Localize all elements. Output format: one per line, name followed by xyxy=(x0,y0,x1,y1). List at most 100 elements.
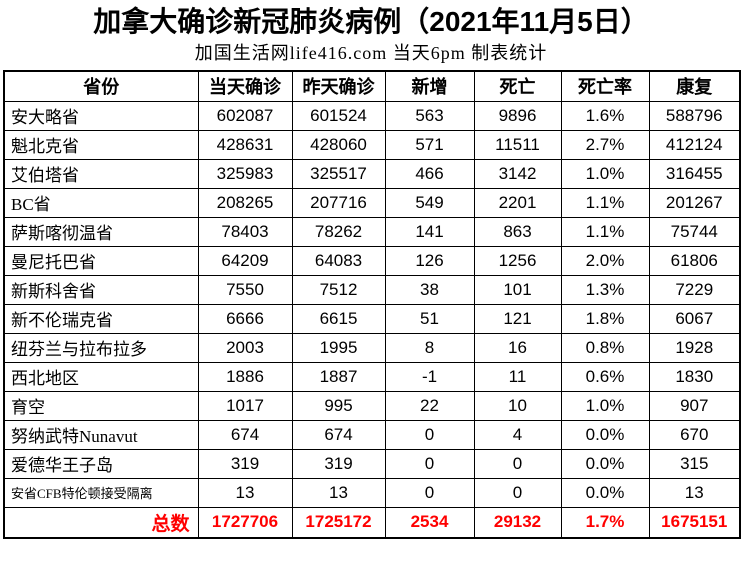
value-cell: 674 xyxy=(291,419,386,450)
value-cell: 0 xyxy=(384,448,475,479)
table-row: 纽芬兰与拉布拉多 2003 1995 8 16 0.8% 1928 xyxy=(3,332,741,363)
value-cell: 1017 xyxy=(197,390,293,421)
value-cell: 319 xyxy=(197,448,293,479)
value-cell: 1928 xyxy=(648,332,741,363)
province-cell: 曼尼托巴省 xyxy=(3,245,199,276)
value-cell: 602087 xyxy=(197,100,293,131)
value-cell: 907 xyxy=(648,390,741,421)
value-cell: 1886 xyxy=(197,361,293,392)
value-cell: 1256 xyxy=(473,245,562,276)
value-cell: 61806 xyxy=(648,245,741,276)
column-header: 省份 xyxy=(3,70,199,102)
header-row: 省份 当天确诊 昨天确诊 新增 死亡 死亡率 康复 xyxy=(3,70,741,102)
value-cell: 325517 xyxy=(291,158,386,189)
value-cell: 201267 xyxy=(648,187,741,218)
value-cell: 316455 xyxy=(648,158,741,189)
province-cell: 纽芬兰与拉布拉多 xyxy=(3,332,199,363)
value-cell: -1 xyxy=(384,361,475,392)
value-cell: 315 xyxy=(648,448,741,479)
province-cell: 西北地区 xyxy=(3,361,199,392)
value-cell: 0 xyxy=(473,448,562,479)
column-header: 当天确诊 xyxy=(197,70,293,102)
value-cell: 3142 xyxy=(473,158,562,189)
value-cell: 7229 xyxy=(648,274,741,305)
value-cell: 64083 xyxy=(291,245,386,276)
column-header: 康复 xyxy=(648,70,741,102)
value-cell: 1830 xyxy=(648,361,741,392)
table-row: 魁北克省 428631 428060 571 11511 2.7% 412124 xyxy=(3,129,741,160)
value-cell: 207716 xyxy=(291,187,386,218)
value-cell: 674 xyxy=(197,419,293,450)
table-row: 艾伯塔省 325983 325517 466 3142 1.0% 316455 xyxy=(3,158,741,189)
value-cell: 428060 xyxy=(291,129,386,160)
province-cell: BC省 xyxy=(3,187,199,218)
value-cell: 13 xyxy=(291,477,386,508)
column-header: 死亡率 xyxy=(560,70,650,102)
value-cell: 208265 xyxy=(197,187,293,218)
value-cell: 78403 xyxy=(197,216,293,247)
table-row: 新斯科舍省 7550 7512 38 101 1.3% 7229 xyxy=(3,274,741,305)
value-cell: 4 xyxy=(473,419,562,450)
province-cell: 艾伯塔省 xyxy=(3,158,199,189)
value-cell: 0 xyxy=(384,477,475,508)
value-cell: 6615 xyxy=(291,303,386,334)
value-cell: 0.0% xyxy=(560,477,650,508)
value-cell: 1675151 xyxy=(648,506,741,539)
column-header: 新增 xyxy=(384,70,475,102)
value-cell: 8 xyxy=(384,332,475,363)
value-cell: 13 xyxy=(197,477,293,508)
table-row: 努纳武特Nunavut 674 674 0 4 0.0% 670 xyxy=(3,419,741,450)
value-cell: 319 xyxy=(291,448,386,479)
province-cell: 安省CFB特伦顿接受隔离 xyxy=(3,477,199,508)
province-cell: 育空 xyxy=(3,390,199,421)
value-cell: 2201 xyxy=(473,187,562,218)
value-cell: 1.0% xyxy=(560,158,650,189)
province-cell: 新不伦瑞克省 xyxy=(3,303,199,334)
table-row: 育空 1017 995 22 10 1.0% 907 xyxy=(3,390,741,421)
value-cell: 16 xyxy=(473,332,562,363)
table-row: 新不伦瑞克省 6666 6615 51 121 1.8% 6067 xyxy=(3,303,741,334)
value-cell: 563 xyxy=(384,100,475,131)
value-cell: 64209 xyxy=(197,245,293,276)
value-cell: 0.0% xyxy=(560,419,650,450)
table-row: 曼尼托巴省 64209 64083 126 1256 2.0% 61806 xyxy=(3,245,741,276)
value-cell: 0.0% xyxy=(560,448,650,479)
value-cell: 670 xyxy=(648,419,741,450)
value-cell: 1727706 xyxy=(197,506,293,539)
table-row: 爱德华王子岛 319 319 0 0 0.0% 315 xyxy=(3,448,741,479)
value-cell: 1.0% xyxy=(560,390,650,421)
value-cell: 1.8% xyxy=(560,303,650,334)
value-cell: 0 xyxy=(473,477,562,508)
value-cell: 22 xyxy=(384,390,475,421)
value-cell: 2.7% xyxy=(560,129,650,160)
table-body: 安大略省 602087 601524 563 9896 1.6% 588796 魁北克省 428… xyxy=(3,100,741,508)
province-cell: 总数 xyxy=(3,506,199,539)
table-row: 萨斯喀彻温省 78403 78262 141 863 1.1% 75744 xyxy=(3,216,741,247)
value-cell: 601524 xyxy=(291,100,386,131)
province-cell: 萨斯喀彻温省 xyxy=(3,216,199,247)
value-cell: 549 xyxy=(384,187,475,218)
table-row: 西北地区 1886 1887 -1 11 0.6% 1830 xyxy=(3,361,741,392)
value-cell: 1725172 xyxy=(291,506,386,539)
value-cell: 1887 xyxy=(291,361,386,392)
value-cell: 10 xyxy=(473,390,562,421)
value-cell: 2.0% xyxy=(560,245,650,276)
province-cell: 爱德华王子岛 xyxy=(3,448,199,479)
page-title: 加拿大确诊新冠肺炎病例（2021年11月5日） xyxy=(93,6,649,37)
table-header: 省份 当天确诊 昨天确诊 新增 死亡 死亡率 康复 xyxy=(3,70,741,102)
value-cell: 571 xyxy=(384,129,475,160)
value-cell: 29132 xyxy=(473,506,562,539)
value-cell: 995 xyxy=(291,390,386,421)
value-cell: 0 xyxy=(384,419,475,450)
page-subtitle: 加国生活网life416.com 当天6pm 制表统计 xyxy=(194,43,548,63)
value-cell: 2534 xyxy=(384,506,475,539)
value-cell: 141 xyxy=(384,216,475,247)
value-cell: 325983 xyxy=(197,158,293,189)
province-cell: 魁北克省 xyxy=(3,129,199,160)
value-cell: 466 xyxy=(384,158,475,189)
value-cell: 1.3% xyxy=(560,274,650,305)
value-cell: 11 xyxy=(473,361,562,392)
column-header: 昨天确诊 xyxy=(291,70,386,102)
table-footer: 总数 1727706 1725172 2534 29132 1.7% 1675151 xyxy=(3,506,741,539)
value-cell: 6666 xyxy=(197,303,293,334)
